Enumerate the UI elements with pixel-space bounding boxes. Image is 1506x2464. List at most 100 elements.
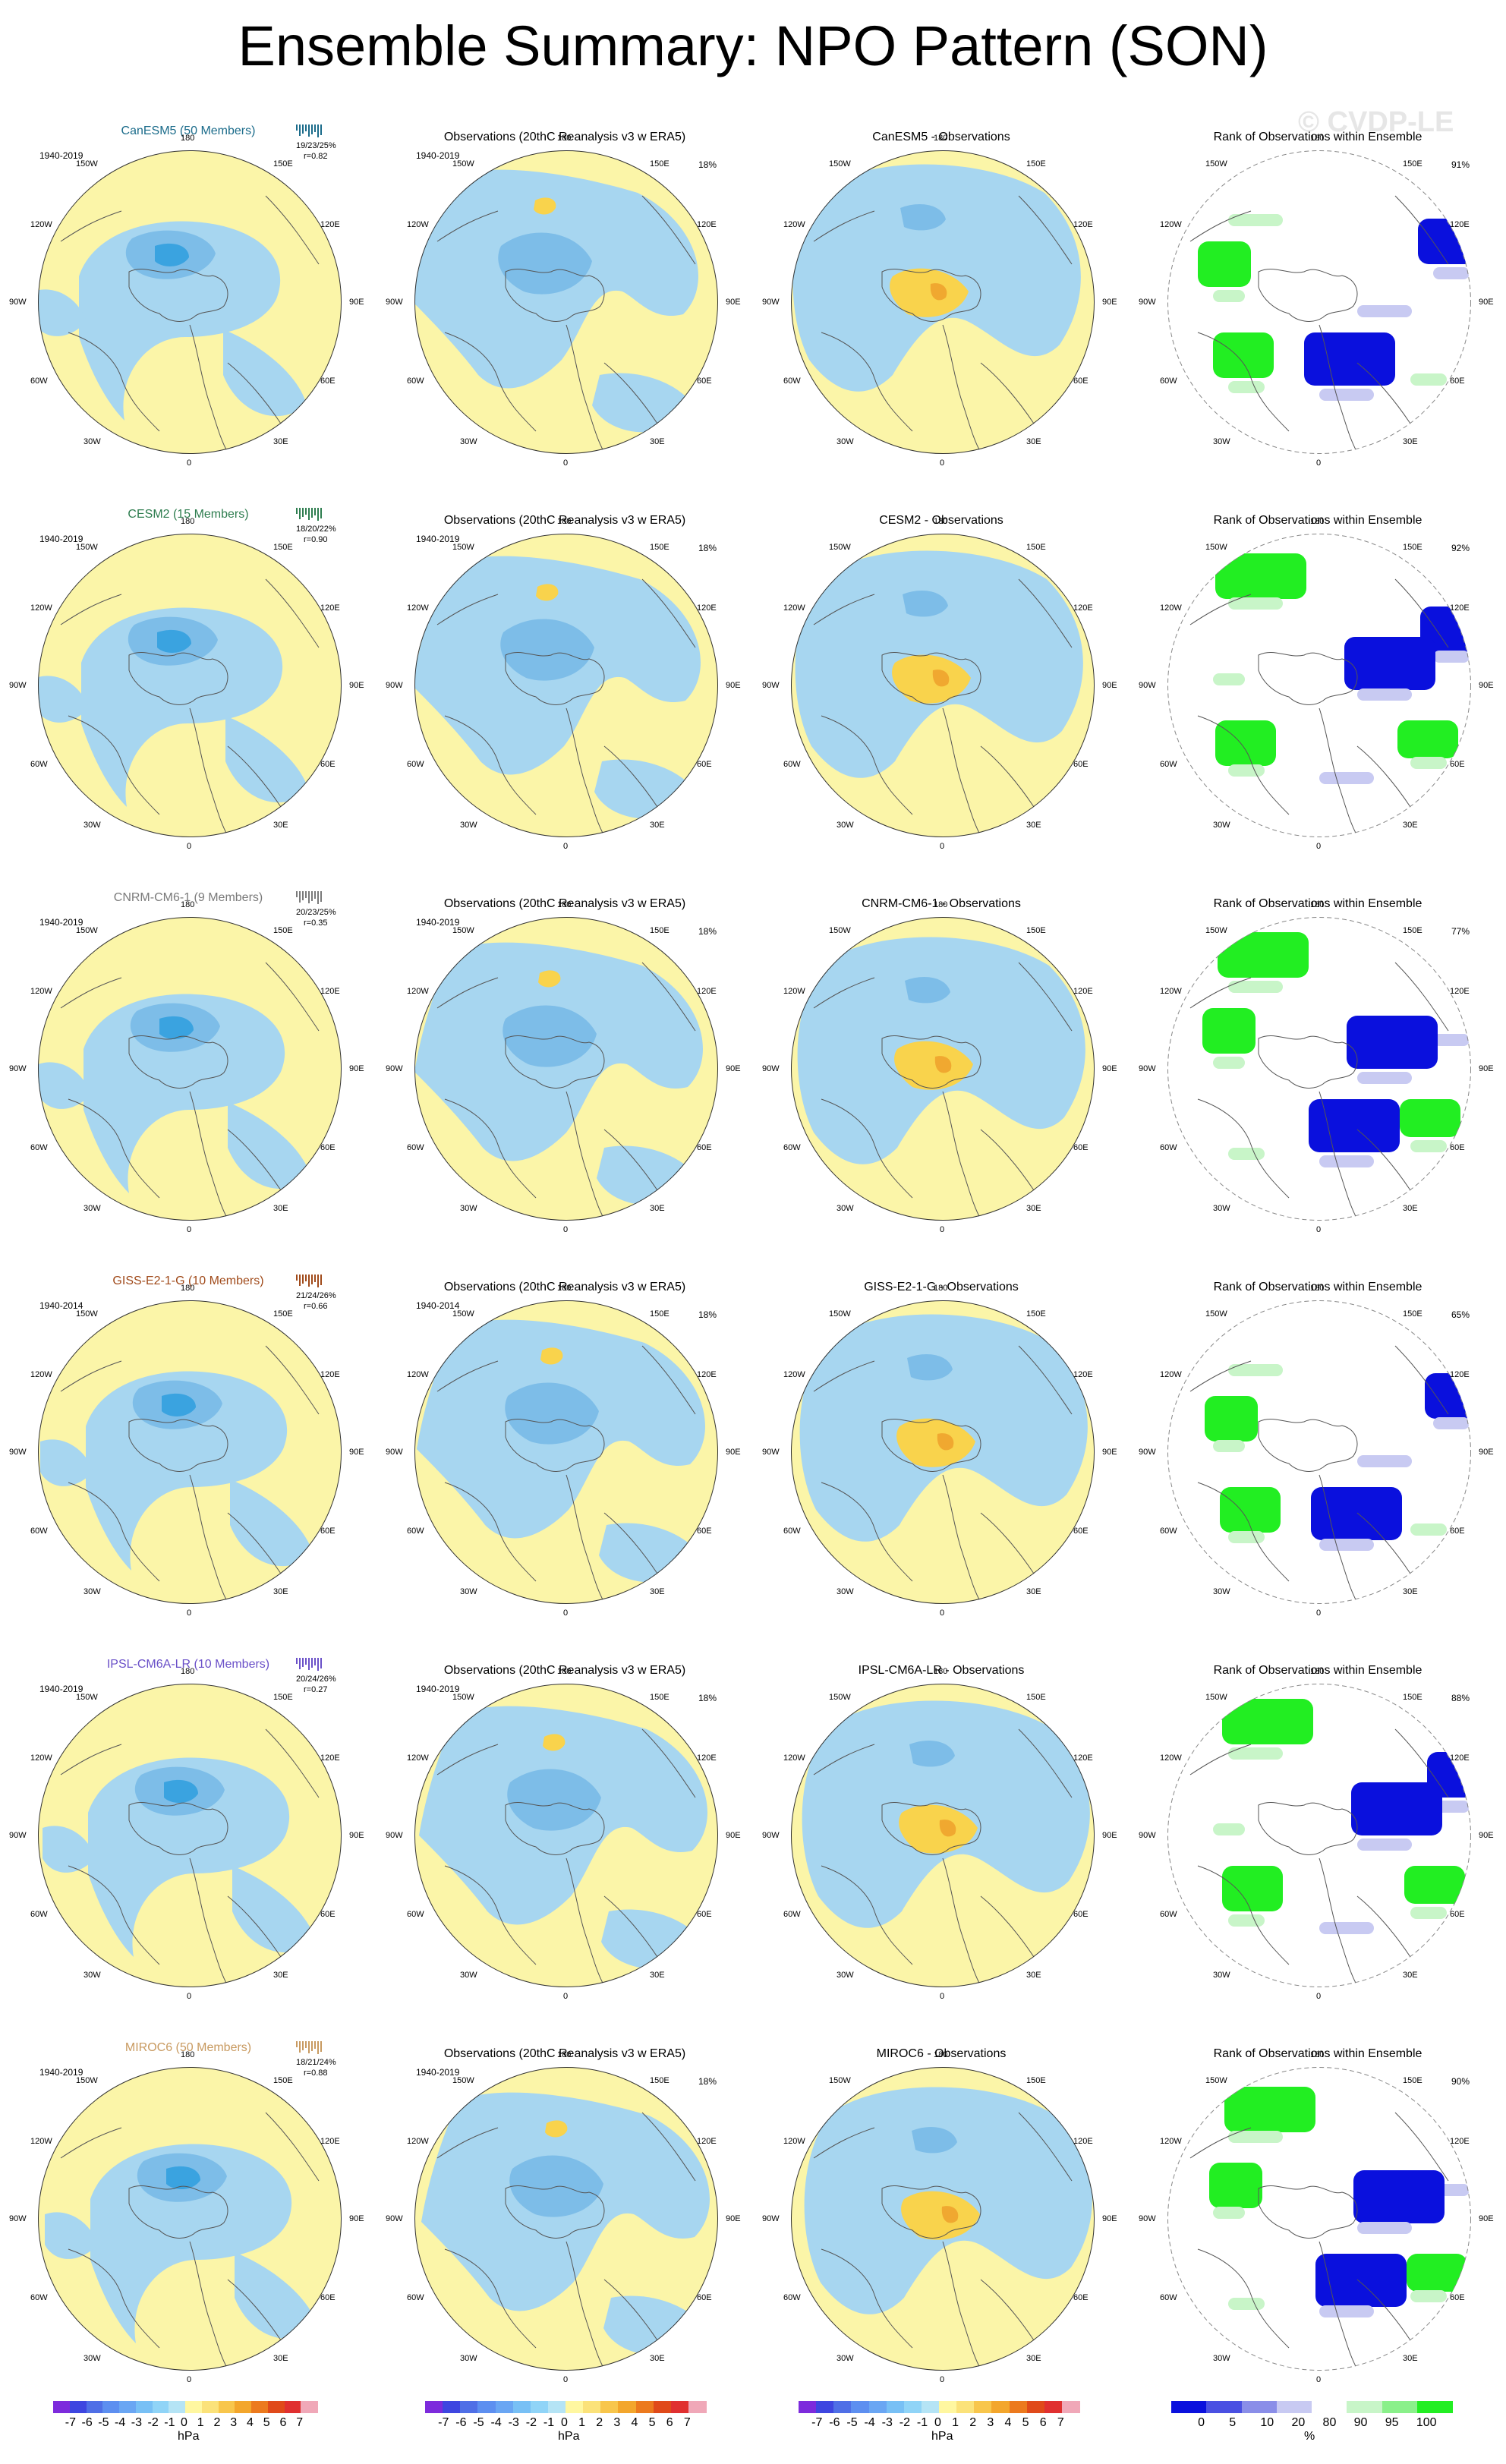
member-spread-bars [296, 1658, 323, 1672]
lon-label-tl1: 150W [452, 1693, 474, 1702]
colorbar-swatch [799, 2401, 817, 2413]
lon-label-tl2: 120W [783, 987, 805, 996]
coastline [436, 977, 499, 1009]
coastline [1319, 1091, 1358, 1220]
lon-label-right: 90E [726, 298, 741, 307]
diff-map [791, 1684, 1095, 1987]
map-boundary [414, 150, 718, 454]
panel-model-1: CanESM5 (50 Members) 1940-2019 19/23/25% r… [0, 114, 376, 496]
negative-anomaly-region [164, 1779, 198, 1803]
map-boundary [414, 534, 718, 837]
colorbar-swatch [251, 2401, 269, 2413]
lon-label-tr1: 150E [273, 1693, 293, 1702]
colorbar-swatch [1416, 2401, 1453, 2413]
obs-map [414, 150, 718, 454]
lon-label-tr1: 150E [1026, 543, 1046, 552]
period-label: 1940-2014 [39, 1300, 83, 1311]
positive-anomaly-region [890, 268, 969, 317]
coastline [566, 1474, 605, 1603]
panel-diff-3: CNRM-CM6-1 - Observations 180 0 90W 90E 150W 1… [753, 881, 1130, 1263]
member-bar [299, 891, 301, 903]
lon-label-tl2: 120W [1160, 220, 1182, 229]
panel-model-6: MIROC6 (50 Members) 1940-2019 18/21/24% r=… [0, 2031, 376, 2413]
coastline [1018, 195, 1073, 265]
negative-anomaly-region [909, 1741, 955, 1767]
member-bar [314, 1275, 316, 1282]
lon-label-bl1: 60W [1160, 1910, 1177, 1919]
negative-anomaly-region [155, 243, 189, 266]
rank-map [1167, 534, 1471, 837]
member-bar [317, 1275, 319, 1287]
lon-label-left: 90W [1139, 298, 1156, 307]
coastline [881, 2185, 981, 2239]
panel-obs-6: Observations (20thC Reanalysis v3 w ERA5… [376, 2031, 753, 2413]
rank-pct: 92% [1451, 543, 1470, 553]
lon-label-tr2: 120E [697, 220, 717, 229]
coastline [641, 195, 696, 265]
rank-mid-region [1319, 2305, 1374, 2317]
coastline [60, 210, 122, 242]
panel-obs-3: Observations (20thC Reanalysis v3 w ERA5… [376, 881, 753, 1263]
colorbar-swatch [284, 2401, 301, 2413]
panel-rank-1: Rank of Observations within Ensemble 91% 1… [1130, 114, 1506, 496]
lon-label-bottom: 0 [1316, 1225, 1322, 1234]
coastline [1394, 578, 1449, 648]
colorbar-tick-label: 7 [1057, 2416, 1064, 2429]
coastline [942, 1474, 981, 1603]
coastline [1197, 2248, 1290, 2349]
coastline [1258, 269, 1358, 322]
lon-label-left: 90W [762, 1064, 780, 1073]
colorbar-tick-label: 5 [1229, 2416, 1237, 2429]
variance-pct: 18% [698, 1693, 717, 1703]
rank-low-region [1315, 2254, 1407, 2307]
coastline [128, 1035, 228, 1089]
panel-rank-3: Rank of Observations within Ensemble 77% 1… [1130, 881, 1506, 1263]
colorbar-swatch [903, 2401, 922, 2413]
coastline [1189, 977, 1252, 1009]
lon-label-top: 180 [181, 1667, 195, 1676]
lon-label-tl1: 150W [452, 159, 474, 169]
member-bar [320, 124, 322, 135]
lon-label-tl1: 150W [1205, 159, 1227, 169]
coastline [505, 1419, 605, 1472]
coastline [265, 195, 320, 265]
variance-pct: 18% [698, 2076, 717, 2087]
lon-label-top: 180 [557, 517, 572, 526]
rank-mid-region [1357, 305, 1412, 317]
lon-label-top: 180 [1310, 1284, 1325, 1293]
negative-anomaly-region [903, 591, 948, 617]
colorbar-swatch [600, 2401, 619, 2413]
lon-label-bottom: 0 [1316, 1992, 1322, 2001]
positive-anomaly-region [540, 1347, 563, 1365]
variance-pct: 18% [698, 1309, 717, 1320]
colorbar-swatch [670, 2401, 689, 2413]
coastline [1258, 1802, 1358, 1855]
rank-high-region [1218, 932, 1309, 978]
lon-label-bl2: 30W [460, 1971, 477, 1980]
colorbar-swatch [425, 2401, 443, 2413]
coastline [60, 977, 122, 1009]
rank-mid-region [1228, 2298, 1265, 2310]
coastline [1197, 715, 1290, 815]
lon-label-right: 90E [1102, 1064, 1117, 1073]
member-spread-bars [296, 2041, 323, 2055]
panel-model-2: CESM2 (15 Members) 1940-2019 18/20/22% r=0… [0, 497, 376, 880]
member-bar [308, 1275, 310, 1287]
lon-label-top: 180 [934, 517, 948, 526]
rank-mid-region [1410, 1140, 1447, 1152]
member-bar [311, 508, 313, 518]
colorbar-tick-label: -4 [490, 2416, 502, 2429]
lon-label-left: 90W [9, 1831, 27, 1840]
colorbar-unit: % [1304, 2430, 1315, 2443]
member-bar [314, 1658, 316, 1665]
lon-label-tr2: 120E [1450, 220, 1470, 229]
rank-mid-region [1433, 267, 1470, 279]
diff-panel-title: CNRM-CM6-1 - Observations [862, 897, 1021, 910]
negative-anomaly-region [223, 329, 307, 417]
colorbar-swatch [921, 2401, 940, 2413]
lon-label-right: 90E [1479, 681, 1494, 690]
lon-label-bottom: 0 [1316, 2375, 1322, 2384]
rank-mid-region [1228, 597, 1283, 610]
lon-label-tr1: 150E [1403, 926, 1423, 935]
rank-mid-region [1433, 1417, 1470, 1429]
